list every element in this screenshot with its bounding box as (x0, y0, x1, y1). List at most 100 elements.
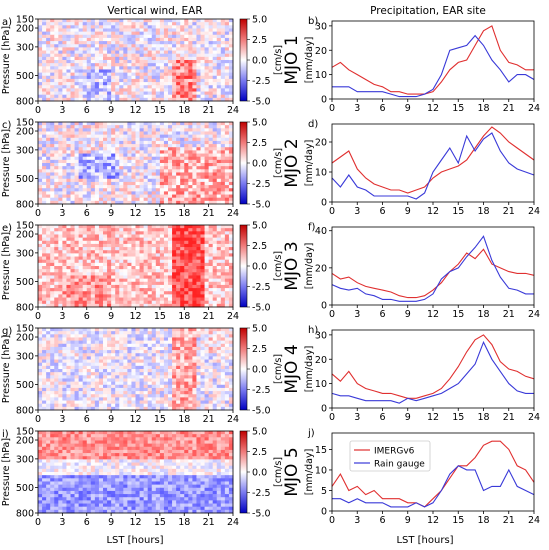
heatmap-cell (66, 334, 71, 338)
heatmap-cell (78, 75, 84, 80)
heatmap-cell (135, 85, 140, 89)
precip-ylabel: [mm/day] (304, 37, 315, 84)
heatmap-cell (192, 334, 197, 338)
heatmap-cell (54, 159, 59, 164)
heatmap-cell (208, 250, 214, 254)
heatmap-cell (38, 41, 43, 45)
heatmap-cell (159, 369, 165, 373)
heatmap-cell (139, 197, 145, 202)
heatmap-cell (127, 200, 132, 205)
heatmap-cell (147, 269, 153, 273)
heatmap-cell (107, 259, 112, 264)
heatmap-cell (66, 131, 71, 136)
heatmap-cell (54, 28, 59, 33)
heatmap-cell (216, 131, 222, 136)
heatmap-cell (107, 384, 112, 389)
heatmap-cell (127, 56, 132, 61)
heatmap-cell (139, 88, 145, 92)
heatmap-cell (42, 278, 47, 283)
heatmap-cell (119, 153, 124, 158)
heatmap-cell (188, 137, 193, 142)
heatmap-cell (224, 237, 230, 242)
heatmap-cell (168, 356, 173, 360)
heatmap-cell (42, 22, 47, 26)
heatmap-cell (131, 253, 136, 257)
heatmap-cell (139, 350, 145, 354)
heatmap-cell (50, 72, 55, 77)
heatmap-cell (131, 22, 136, 26)
heatmap-cell (204, 172, 210, 177)
heatmap-cell (143, 181, 149, 186)
heatmap-cell (90, 191, 96, 195)
heatmap-cell (135, 237, 140, 242)
heatmap-cell (163, 362, 169, 367)
heatmap-cell (123, 256, 128, 261)
heatmap-cell (38, 34, 43, 39)
heatmap-cell (228, 88, 234, 92)
heatmap-cell (159, 359, 165, 364)
heatmap-cell (200, 247, 205, 251)
heatmap-cell (111, 66, 116, 70)
heatmap-cell (155, 125, 161, 129)
heatmap-cell (107, 303, 112, 308)
heatmap-cell (115, 247, 120, 251)
heatmap-cell (50, 34, 55, 39)
heatmap-cell (188, 378, 193, 383)
heatmap-cell (200, 37, 205, 42)
heatmap-cell (151, 328, 157, 332)
heatmap-cell (196, 75, 201, 80)
heatmap-cell (192, 69, 197, 74)
heatmap-cell (115, 303, 120, 308)
heatmap-cell (228, 153, 234, 158)
heatmap-cell (147, 137, 153, 142)
heatmap-cell (54, 297, 59, 302)
heatmap-cell (98, 378, 104, 383)
heatmap-cell (46, 303, 51, 308)
heatmap-cell (50, 240, 55, 245)
heatmap-cell (86, 259, 92, 264)
heatmap-cell (58, 125, 63, 129)
heatmap-cell (46, 375, 51, 379)
heatmap-cell (200, 175, 205, 180)
heatmap-cell (86, 37, 92, 42)
heatmap-cell (107, 175, 112, 180)
heatmap-cell (208, 50, 214, 55)
heatmap-cell (200, 303, 205, 308)
heatmap-cell (119, 350, 124, 354)
heatmap-cell (139, 237, 145, 242)
heatmap-cell (123, 391, 128, 395)
heatmap-cell (74, 169, 80, 173)
heatmap-cell (139, 137, 145, 142)
heatmap-cell (155, 78, 161, 83)
heatmap-cell (70, 340, 75, 345)
heatmap-cell (192, 125, 197, 129)
heatmap-cell (139, 163, 145, 167)
heatmap-cell (58, 225, 63, 229)
heatmap-cell (208, 88, 214, 92)
heatmap-cell (54, 19, 59, 23)
heatmap-cell (151, 144, 157, 148)
heatmap-cell (228, 288, 234, 292)
panel-letter: b) (308, 16, 318, 27)
heatmap-cell (184, 25, 189, 29)
heatmap-cell (78, 44, 84, 48)
heatmap-cell (212, 356, 218, 360)
heatmap-cell (135, 122, 140, 126)
heatmap-cell (180, 328, 185, 332)
heatmap-cell (212, 353, 218, 357)
heatmap-cell (58, 237, 63, 242)
heatmap-cell (155, 128, 161, 132)
heatmap-cell (38, 228, 43, 232)
heatmap-cell (42, 288, 47, 292)
heatmap-cell (135, 387, 140, 392)
heatmap-cell (208, 375, 214, 379)
heatmap-cell (78, 122, 84, 126)
heatmap-cell (143, 172, 149, 177)
heatmap-cell (111, 269, 116, 273)
heatmap-cell (107, 300, 112, 305)
heatmap-cell (212, 240, 218, 245)
heatmap-cell (139, 391, 145, 395)
heatmap-cell (127, 359, 132, 364)
heatmap-cell (131, 91, 136, 96)
heatmap-cell (58, 391, 63, 395)
